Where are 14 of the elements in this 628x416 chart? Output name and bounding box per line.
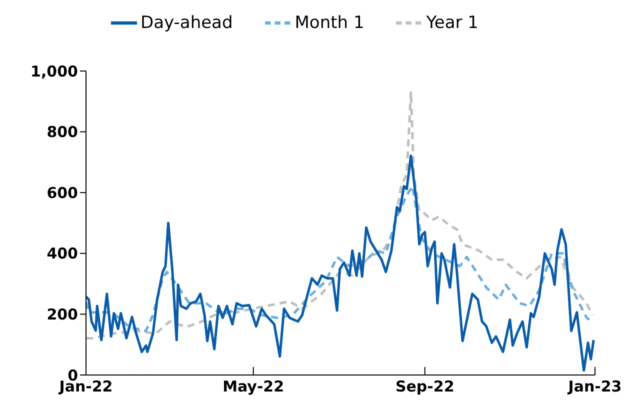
y-tick-label: 1,000 [30, 62, 78, 80]
y-tick-label: 0 [68, 366, 78, 384]
x-tick-label: Jan-23 [567, 378, 622, 396]
y-tick-label: 200 [46, 306, 78, 324]
y-tick-label: 800 [46, 123, 78, 142]
legend-label: Month 1 [294, 12, 364, 33]
x-tick-label: Sep-22 [395, 378, 454, 396]
y-tick-label: 400 [46, 244, 78, 263]
line-series [86, 154, 595, 372]
x-tick-label: May-22 [222, 378, 284, 396]
legend-label: Year 1 [426, 12, 478, 33]
legend-label: Day-ahead [140, 12, 233, 33]
y-tick-label: 600 [46, 184, 78, 202]
line-series [86, 90, 594, 340]
